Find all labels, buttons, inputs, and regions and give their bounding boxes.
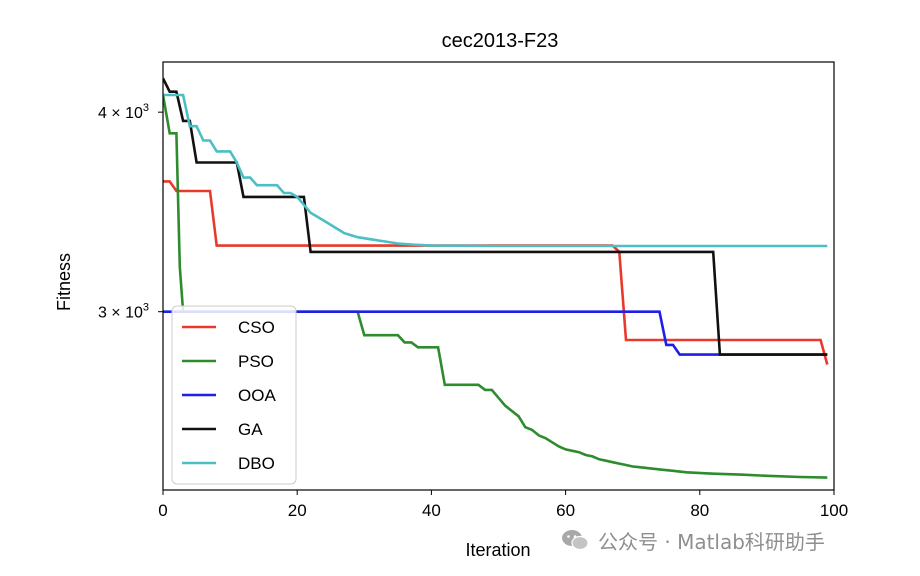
y-tick-label: 3 × 103 [98, 302, 149, 322]
legend-label-pso: PSO [238, 352, 274, 371]
x-axis-label: Iteration [465, 540, 530, 560]
chart-title: cec2013-F23 [442, 30, 559, 52]
legend-label-ooa: OOA [238, 386, 276, 405]
y-axis: 4 × 103 3 × 103 [98, 102, 163, 322]
series-ooa-line [163, 310, 828, 356]
x-tick-label: 20 [288, 501, 307, 520]
x-tick-label: 40 [422, 501, 441, 520]
x-tick-label: 0 [158, 501, 167, 520]
series-dbo-line [163, 93, 828, 248]
x-tick-label: 80 [690, 501, 709, 520]
plot-frame [162, 61, 835, 491]
legend-label-cso: CSO [238, 318, 275, 337]
y-tick-label: 4 × 103 [98, 102, 149, 122]
legend: CSO PSO OOA GA DBO [171, 305, 297, 485]
wechat-icon [562, 530, 589, 551]
legend-label-dbo: DBO [238, 454, 275, 473]
y-axis-label: Fitness [54, 253, 74, 311]
x-tick-label: 60 [556, 501, 575, 520]
legend-label-ga: GA [238, 420, 263, 439]
series-layer [163, 77, 829, 479]
series-pso-line [163, 94, 828, 479]
x-tick-label: 100 [820, 501, 848, 520]
x-axis: 0 20 40 60 80 100 [158, 490, 848, 520]
legend-box [171, 305, 297, 485]
watermark: 公众号 · Matlab科研助手 [560, 526, 825, 554]
watermark-text: 公众号 · Matlab科研助手 [598, 529, 825, 554]
